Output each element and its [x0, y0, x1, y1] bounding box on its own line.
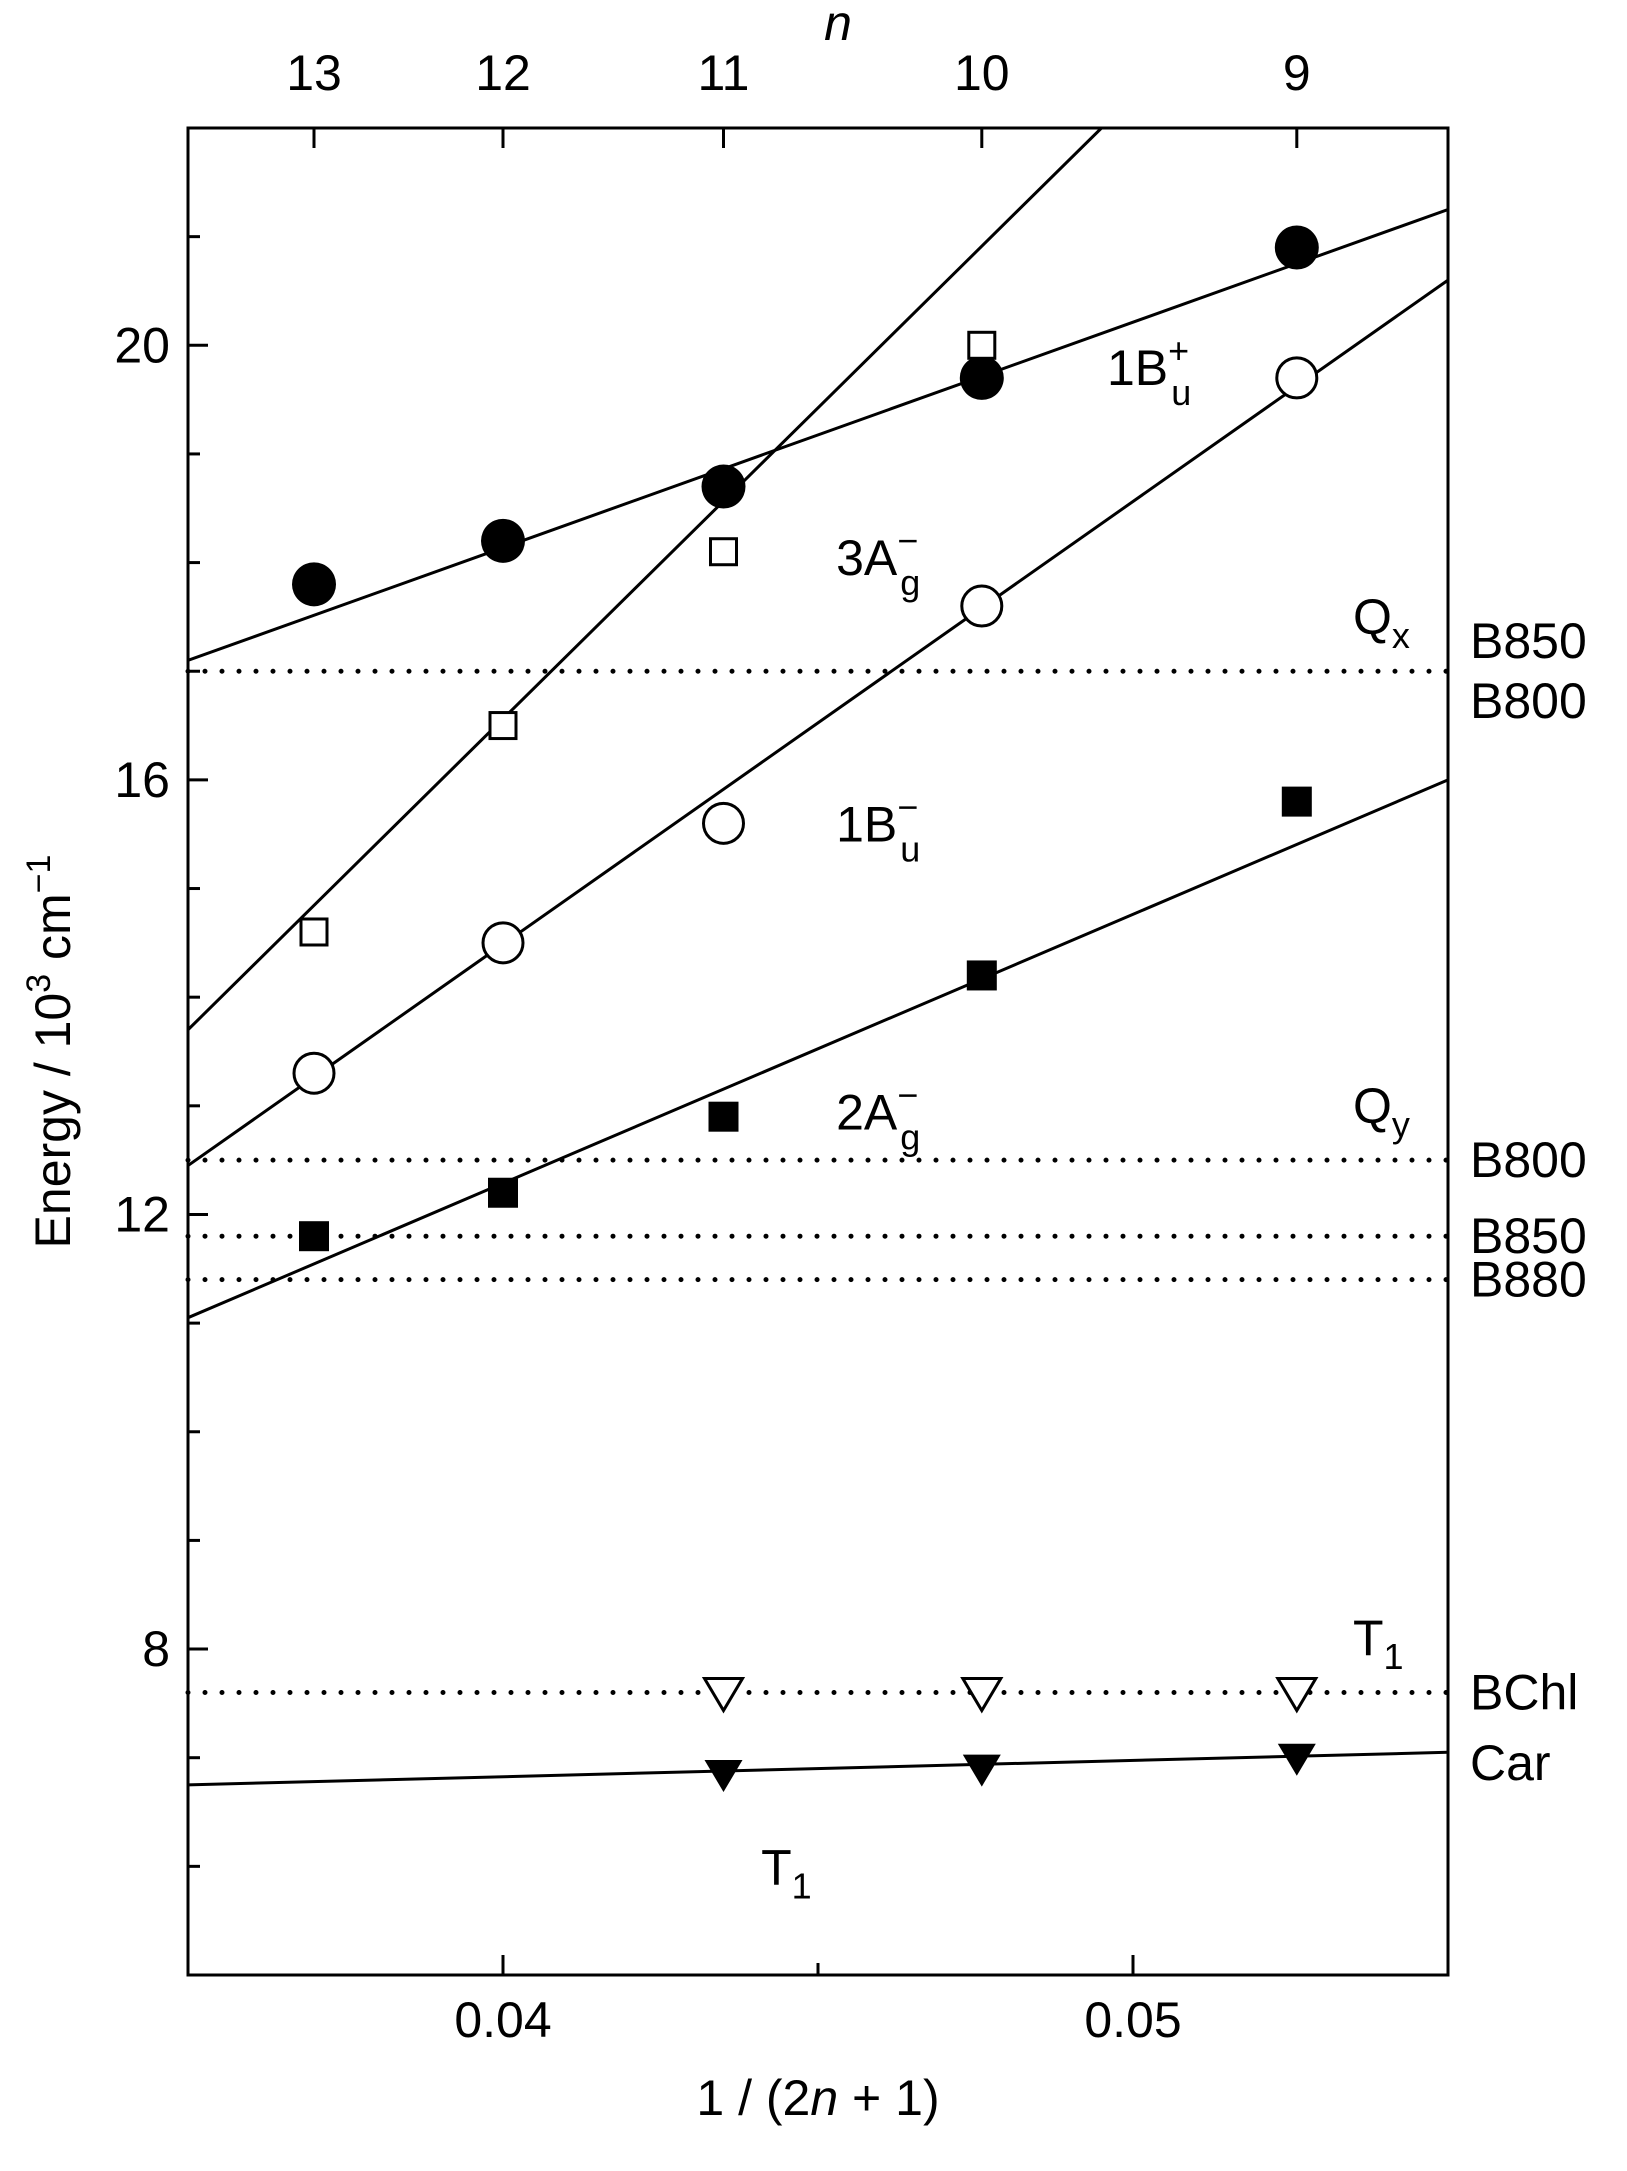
y-tick-label: 16	[114, 752, 170, 808]
series-label-text: 3A	[836, 530, 898, 586]
side-label-sub: 1	[1384, 1636, 1404, 1677]
series-label-sub: g	[900, 562, 920, 603]
reference-line-label: BChl	[1470, 1665, 1578, 1721]
series-label: 1B+ u	[1107, 330, 1191, 413]
reference-line-label: B800	[1470, 1132, 1587, 1188]
series-label-sup: −	[897, 1074, 918, 1115]
data-point-triangle-open	[1275, 1677, 1319, 1714]
data-point-square-open	[709, 537, 738, 567]
data-point-circle-open	[702, 801, 745, 845]
data-point-circle-filled	[481, 518, 525, 563]
fit-lines	[188, 128, 1448, 1787]
side-label: Qy	[1353, 1078, 1410, 1145]
top-n-tick-label: 13	[286, 45, 342, 101]
axis-ticks	[186, 126, 1450, 1977]
fit-line	[188, 128, 1103, 1031]
y-tick-label: 20	[114, 317, 170, 373]
y-tick-label: 12	[114, 1186, 170, 1242]
data-point-triangle-open	[960, 1677, 1004, 1714]
data-point-circle-filled	[959, 355, 1004, 400]
data-point-circle-open	[960, 584, 1004, 628]
top-n-tick-label: 10	[954, 45, 1010, 101]
side-label: Car	[1470, 1735, 1551, 1791]
series-label-sup: −	[897, 520, 918, 561]
series-label: 1B− u	[836, 786, 920, 869]
y-axis-title-part: Energy / 10	[25, 993, 81, 1249]
reference-line-label: B850	[1470, 1208, 1587, 1264]
reference-line-label: B850	[1470, 613, 1587, 669]
data-point-circle-open	[292, 1051, 336, 1095]
fit-line	[188, 778, 1448, 1320]
y-axis-title-part: cm	[25, 893, 81, 974]
side-label: Qx	[1353, 589, 1410, 656]
side-label: T1	[1353, 1610, 1404, 1677]
side-label-text: Car	[1470, 1735, 1551, 1791]
series-label-text: 2A	[836, 1084, 898, 1140]
data-point-triangle-open	[701, 1677, 746, 1714]
data-point-circle-filled	[701, 464, 746, 509]
series-label-sub: u	[900, 828, 920, 869]
data-point-square-open	[488, 711, 518, 741]
series-label: T1	[761, 1839, 812, 1906]
fit-line	[188, 278, 1448, 1167]
data-point-circle-filled	[292, 562, 336, 607]
series-label: 3A− g	[836, 520, 920, 603]
reference-line-label: B880	[1470, 1252, 1587, 1308]
data-point-circle-open	[1275, 356, 1319, 400]
series-label-sub: g	[900, 1116, 920, 1157]
series-label-sup: +	[1168, 330, 1189, 371]
data-point-square-filled	[708, 1101, 739, 1132]
reference-line-label: B800	[1470, 673, 1587, 729]
series-label-text: T	[761, 1839, 792, 1895]
side-label-text: Q	[1353, 589, 1392, 645]
top-n-tick-label: 12	[475, 45, 531, 101]
data-point-circle-open	[481, 921, 525, 965]
y-tick-label: 8	[142, 1621, 170, 1677]
series-label-text: 1B	[1107, 340, 1168, 396]
data-point-square-filled	[1281, 786, 1312, 817]
series-label-sup: −	[897, 786, 918, 827]
top-axis-title: n	[824, 0, 852, 51]
data-point-triangle-filled	[704, 1760, 743, 1793]
y-axis-title: Energy / 103 cm−1	[20, 855, 81, 1249]
side-label-sub: y	[1392, 1104, 1410, 1145]
x-tick-label: 0.05	[1084, 1992, 1181, 2048]
data-point-square-filled	[966, 960, 997, 991]
top-n-tick-label: 9	[1283, 45, 1311, 101]
x-axis-title-part: + 1)	[838, 2070, 939, 2126]
series-label: 2A− g	[836, 1074, 920, 1157]
side-label-text: T	[1353, 1610, 1384, 1666]
data-point-circle-filled	[1274, 225, 1319, 270]
data-point-triangle-filled	[1277, 1743, 1316, 1776]
x-axis-title-var: n	[810, 2070, 838, 2126]
x-tick-label: 0.04	[454, 1992, 551, 2048]
data-point-square-filled	[488, 1177, 518, 1208]
data-point-square-open	[299, 917, 329, 947]
series-label-sub: u	[1171, 372, 1191, 413]
side-label-text: Q	[1353, 1078, 1392, 1134]
data-point-square-open	[967, 330, 997, 360]
fit-line	[188, 208, 1448, 662]
data-markers	[292, 225, 1319, 1793]
x-axis-title: 1 / (2n + 1)	[696, 2070, 939, 2126]
series-label-text: 1B	[836, 796, 897, 852]
side-label-sub: x	[1392, 615, 1410, 656]
y-axis-title-sup: −1	[20, 855, 58, 894]
data-point-triangle-filled	[962, 1754, 1001, 1787]
series-label-sub: 1	[792, 1865, 812, 1906]
y-axis-title-sup: 3	[20, 974, 58, 993]
data-point-square-filled	[299, 1221, 329, 1252]
x-axis-title-part: 1 / (2	[696, 2070, 810, 2126]
reference-lines	[185, 668, 1451, 1696]
top-n-tick-label: 11	[698, 45, 750, 101]
fit-line	[188, 1750, 1448, 1787]
plot-frame	[186, 126, 1450, 1977]
